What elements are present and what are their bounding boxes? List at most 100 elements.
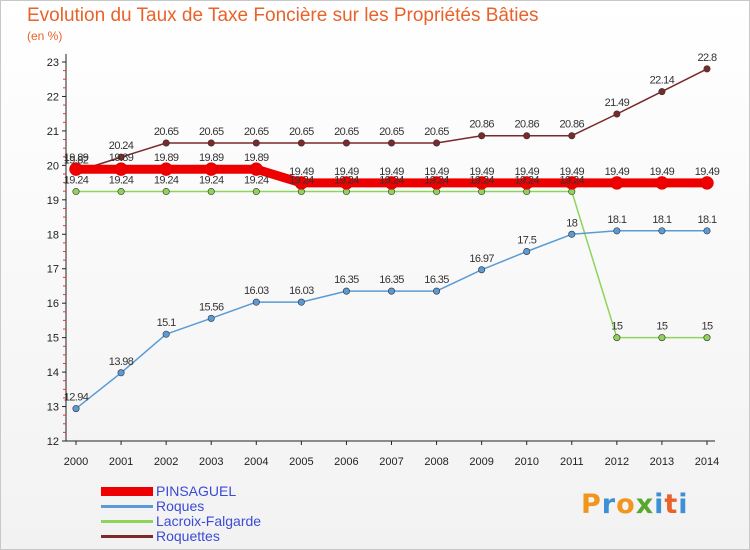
x-tick-label: 2007 <box>379 456 403 468</box>
data-point <box>207 188 215 196</box>
y-tick-label: 14 <box>47 367 59 379</box>
x-tick-label: 2003 <box>199 456 223 468</box>
y-tick-label: 23 <box>47 57 59 69</box>
data-point <box>610 176 624 190</box>
data-label: 13.98 <box>109 356 134 368</box>
data-point <box>159 162 173 176</box>
x-tick-label: 2005 <box>289 456 313 468</box>
logo-letter: i <box>678 489 689 520</box>
data-label: 15.56 <box>199 301 224 313</box>
y-tick-label: 20 <box>47 160 59 172</box>
x-tick-label: 2006 <box>334 456 358 468</box>
data-label: 15 <box>611 321 623 333</box>
y-tick-label: 21 <box>47 126 59 138</box>
data-label: 19.24 <box>109 175 134 187</box>
legend-label: Roques <box>156 498 205 514</box>
data-label: 19.82 <box>64 155 89 167</box>
data-label: 16.35 <box>379 274 404 286</box>
data-label: 20.24 <box>109 140 134 152</box>
data-point <box>658 88 666 96</box>
data-point <box>433 287 441 295</box>
data-point <box>474 176 489 190</box>
data-point <box>703 65 711 73</box>
data-point <box>114 162 128 176</box>
data-label: 15.1 <box>157 317 176 329</box>
data-point <box>613 334 621 342</box>
data-point <box>658 334 666 342</box>
data-point <box>703 227 711 235</box>
data-point <box>339 176 354 190</box>
x-tick-label: 2012 <box>605 456 629 468</box>
data-label: 12.94 <box>64 392 89 404</box>
data-point <box>249 162 264 176</box>
data-label: 17.5 <box>517 235 536 247</box>
data-point <box>342 139 350 147</box>
data-label: 19.24 <box>244 175 269 187</box>
data-point <box>252 298 260 306</box>
legend-swatch-pinsaguel <box>101 487 153 496</box>
proxiti-logo: Proxiti <box>581 489 689 520</box>
data-point <box>162 139 170 147</box>
data-label: 20.65 <box>379 126 404 138</box>
data-label: 20.65 <box>154 126 179 138</box>
logo-letter: P <box>581 489 602 520</box>
data-point <box>72 188 80 196</box>
data-point <box>72 405 80 413</box>
data-label: 15 <box>656 321 668 333</box>
x-tick-label: 2001 <box>109 456 133 468</box>
data-label: 19.89 <box>199 152 224 164</box>
data-label: 20.65 <box>334 126 359 138</box>
data-point <box>478 132 486 140</box>
data-point <box>342 287 350 295</box>
data-label: 22.8 <box>697 52 716 64</box>
data-label: 15 <box>701 321 713 333</box>
data-point <box>700 176 714 190</box>
data-point <box>207 314 215 322</box>
logo-letter: x <box>635 489 655 520</box>
x-tick-label: 2004 <box>244 456 268 468</box>
data-label: 20.86 <box>560 119 585 131</box>
data-label: 22.14 <box>650 75 675 87</box>
chart-axes: 12 13 14 15 16 17 18 19 20 21 22 23 2000 2001 2002 2003… <box>47 54 719 468</box>
y-tick-label: 18 <box>47 229 59 241</box>
data-point <box>297 139 305 147</box>
data-label: 19.89 <box>109 152 134 164</box>
y-tick-label: 13 <box>47 402 59 414</box>
data-point <box>568 132 576 140</box>
chart-title: Evolution du Taux de Taxe Foncière sur l… <box>27 5 539 26</box>
data-point <box>252 139 260 147</box>
data-point <box>387 139 395 147</box>
data-label: 19.49 <box>514 166 539 178</box>
data-label: 19.24 <box>424 175 449 187</box>
x-tick-label: 2013 <box>650 456 674 468</box>
chart-unit-label: (en %) <box>27 29 63 43</box>
data-point <box>613 227 621 235</box>
data-point <box>658 227 666 235</box>
legend-swatch-roquettes <box>101 535 153 538</box>
logo-letter: o <box>616 489 636 520</box>
data-label: 20.65 <box>424 126 449 138</box>
y-tick-label: 19 <box>47 195 59 207</box>
data-label: 19.24 <box>199 175 224 187</box>
data-label: 19.24 <box>560 175 585 187</box>
data-point <box>565 176 579 190</box>
data-label: 19.49 <box>334 166 359 178</box>
data-label: 19.49 <box>695 166 720 178</box>
data-label: 19.49 <box>560 166 585 178</box>
data-point <box>519 176 534 190</box>
data-point <box>162 188 170 196</box>
data-label: 19.89 <box>64 152 89 164</box>
data-label: 19.24 <box>379 175 404 187</box>
data-label: 19.24 <box>514 175 539 187</box>
data-label: 19.49 <box>379 166 404 178</box>
data-point <box>387 287 395 295</box>
data-point <box>384 176 399 190</box>
data-label: 20.65 <box>199 126 224 138</box>
data-point <box>297 298 305 306</box>
data-point <box>117 153 125 161</box>
y-tick-label: 16 <box>47 298 59 310</box>
data-label: 19.49 <box>469 166 494 178</box>
legend-swatch-lacroix-falgarde <box>101 520 153 523</box>
data-point <box>117 188 125 196</box>
data-point <box>204 162 218 176</box>
